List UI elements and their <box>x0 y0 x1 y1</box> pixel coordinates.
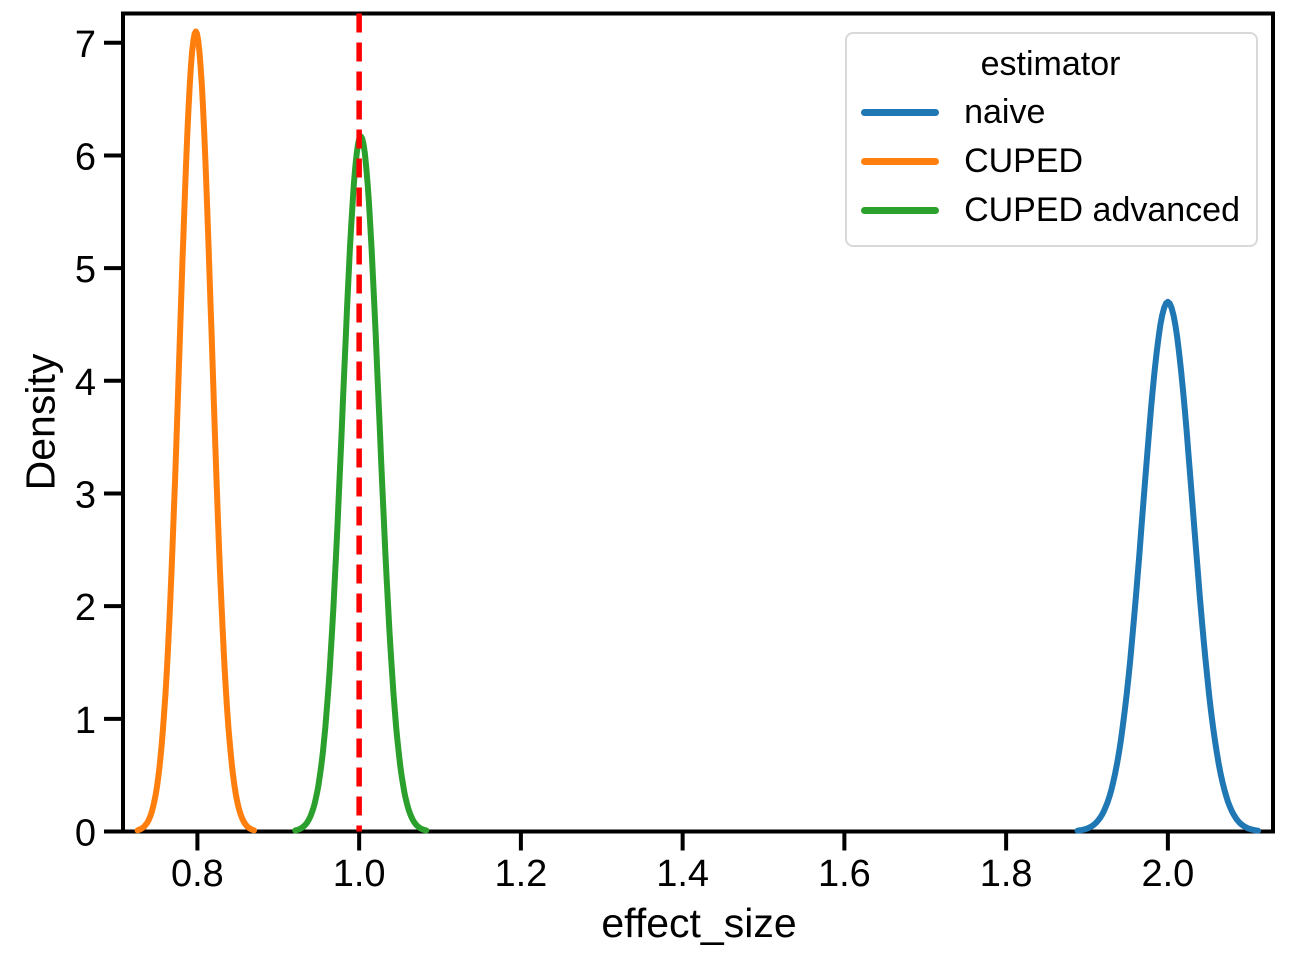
x-tick-label: 1.8 <box>980 853 1033 895</box>
x-axis-label: effect_size <box>601 900 797 946</box>
x-tick-label: 1.6 <box>818 853 871 895</box>
legend-item-cuped: CUPED <box>861 137 1240 186</box>
y-tick-label: 6 <box>75 136 96 178</box>
y-tick-label: 0 <box>75 813 96 855</box>
x-tick-label: 1.4 <box>656 853 709 895</box>
legend-item-cuped-advanced: CUPED advanced <box>861 186 1240 235</box>
y-tick-label: 4 <box>75 362 96 404</box>
legend-label-naive: naive <box>964 93 1046 131</box>
y-tick-label: 3 <box>75 474 96 516</box>
kde-curve-naive <box>1074 298 1262 834</box>
legend: estimator naive CUPED CUPED advanced <box>845 32 1258 247</box>
x-tick-label: 1.0 <box>333 853 386 895</box>
plot-border <box>121 11 1275 834</box>
legend-line-swatch-cuped-advanced <box>861 207 940 214</box>
y-axis-label: Density <box>17 353 64 491</box>
x-tick-label: 2.0 <box>1141 853 1194 895</box>
legend-label-cuped-advanced: CUPED advanced <box>964 191 1240 229</box>
y-tick-label: 2 <box>75 587 96 629</box>
legend-label-cuped: CUPED <box>964 142 1084 180</box>
y-tick-label: 7 <box>75 24 96 66</box>
kde-curve-cuped <box>134 28 257 834</box>
y-tick-label: 5 <box>75 249 96 291</box>
x-tick-label: 0.8 <box>171 853 224 895</box>
legend-line-swatch-cuped <box>861 158 940 165</box>
legend-title: estimator <box>980 45 1121 83</box>
legend-item-naive: naive <box>861 88 1240 137</box>
legend-line-swatch-naive <box>861 109 940 116</box>
x-tick-label: 1.2 <box>494 853 547 895</box>
y-tick-label: 1 <box>75 700 96 742</box>
